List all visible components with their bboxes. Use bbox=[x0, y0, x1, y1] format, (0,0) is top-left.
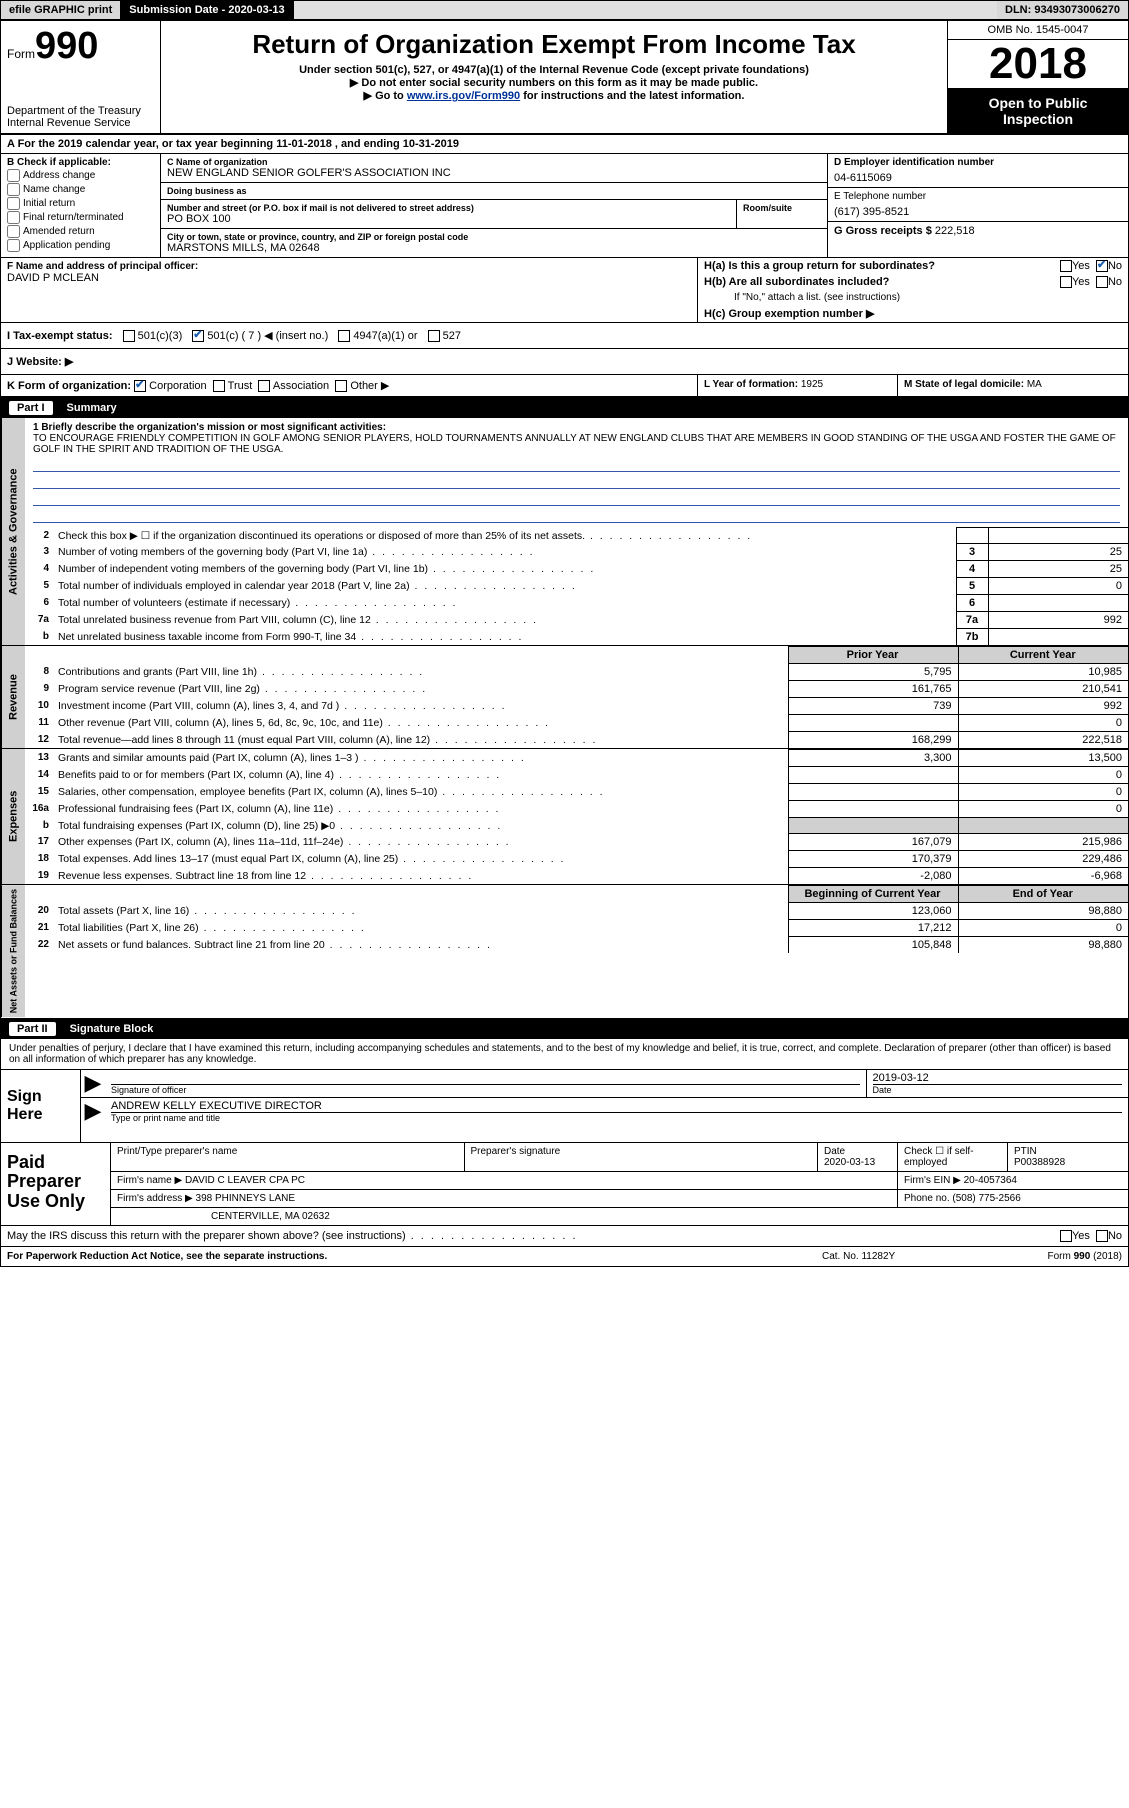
col-c-name-address: C Name of organization NEW ENGLAND SENIO… bbox=[161, 154, 828, 257]
subtitle-1: Under section 501(c), 527, or 4947(a)(1)… bbox=[167, 64, 941, 76]
chk-address-change[interactable]: Address change bbox=[7, 169, 154, 182]
part1-bar: Part I Summary bbox=[1, 398, 1128, 418]
page-footer: For Paperwork Reduction Act Notice, see … bbox=[1, 1247, 1128, 1266]
arrow-icon: ▶ bbox=[81, 1070, 105, 1097]
chk-name-change[interactable]: Name change bbox=[7, 183, 154, 196]
tax-exempt-status: I Tax-exempt status: 501(c)(3) 501(c) ( … bbox=[1, 323, 1128, 349]
netassets-table: Beginning of Current Year End of Year20 … bbox=[25, 885, 1128, 953]
form-title: Return of Organization Exempt From Incom… bbox=[167, 29, 941, 60]
website-row: J Website: ▶ bbox=[1, 349, 1128, 375]
firm-address: 398 PHINNEYS LANE bbox=[196, 1193, 296, 1204]
mission-text: TO ENCOURAGE FRIENDLY COMPETITION IN GOL… bbox=[33, 433, 1120, 455]
gross-receipts: 222,518 bbox=[935, 225, 975, 237]
arrow-icon: ▶ bbox=[81, 1098, 105, 1125]
org-street: PO BOX 100 bbox=[167, 213, 730, 225]
sign-date: 2019-03-12 bbox=[873, 1072, 1123, 1084]
col-de: D Employer identification number 04-6115… bbox=[828, 154, 1128, 257]
principal-officer: DAVID P MCLEAN bbox=[7, 272, 691, 284]
irs-discuss-row: May the IRS discuss this return with the… bbox=[1, 1226, 1128, 1247]
subtitle-3: ▶ Go to www.irs.gov/Form990 for instruct… bbox=[167, 89, 941, 102]
phone: (617) 395-8521 bbox=[834, 202, 1122, 218]
efile-label[interactable]: efile GRAPHIC print bbox=[1, 1, 121, 19]
hb-yesno: Yes No bbox=[1060, 276, 1122, 288]
chk-initial-return[interactable]: Initial return bbox=[7, 197, 154, 210]
activities-table: 2 Check this box ▶ ☐ if the organization… bbox=[25, 527, 1128, 645]
row-klm: K Form of organization: Corporation Trus… bbox=[1, 375, 1128, 398]
ha-yesno: Yes No bbox=[1060, 260, 1122, 272]
chk-app-pending[interactable]: Application pending bbox=[7, 239, 154, 252]
ein: 04-6115069 bbox=[834, 168, 1122, 184]
top-toolbar: efile GRAPHIC print Submission Date - 20… bbox=[0, 0, 1129, 20]
dln: DLN: 93493073006270 bbox=[997, 1, 1128, 19]
tax-year: 2018 bbox=[948, 40, 1128, 89]
section-activities: Activities & Governance 1 Briefly descri… bbox=[1, 418, 1128, 646]
mission-label: 1 Briefly describe the organization's mi… bbox=[33, 422, 1120, 433]
part2-bar: Part II Signature Block bbox=[1, 1019, 1128, 1039]
officer-name: ANDREW KELLY EXECUTIVE DIRECTOR bbox=[111, 1100, 1122, 1112]
form-number: Form990 bbox=[7, 25, 154, 68]
row-fgh: F Name and address of principal officer:… bbox=[1, 258, 1128, 323]
row-a-tax-year: A For the 2019 calendar year, or tax yea… bbox=[1, 135, 1128, 154]
department: Department of the Treasury Internal Reve… bbox=[7, 105, 154, 129]
paid-preparer-block: Paid Preparer Use Only Print/Type prepar… bbox=[1, 1143, 1128, 1226]
sign-here-block: Sign Here ▶ Signature of officer 2019-03… bbox=[1, 1070, 1128, 1143]
subtitle-2: ▶ Do not enter social security numbers o… bbox=[167, 76, 941, 89]
revenue-table: Prior Year Current Year8 Contributions a… bbox=[25, 646, 1128, 748]
form-container: Form990 Department of the Treasury Inter… bbox=[0, 20, 1129, 1267]
signature-declaration: Under penalties of perjury, I declare th… bbox=[1, 1039, 1128, 1070]
col-b-checkboxes: B Check if applicable: Address change Na… bbox=[1, 154, 161, 257]
submission-date: Submission Date - 2020-03-13 bbox=[121, 1, 293, 19]
omb-number: OMB No. 1545-0047 bbox=[948, 21, 1128, 40]
section-netassets: Net Assets or Fund Balances Beginning of… bbox=[1, 885, 1128, 1018]
org-name: NEW ENGLAND SENIOR GOLFER'S ASSOCIATION … bbox=[167, 167, 821, 179]
instructions-link[interactable]: www.irs.gov/Form990 bbox=[407, 90, 520, 102]
section-revenue: Revenue Prior Year Current Year8 Contrib… bbox=[1, 646, 1128, 749]
entity-info-grid: B Check if applicable: Address change Na… bbox=[1, 154, 1128, 258]
form-header: Form990 Department of the Treasury Inter… bbox=[1, 21, 1128, 135]
section-expenses: Expenses 13 Grants and similar amounts p… bbox=[1, 749, 1128, 885]
open-public: Open to Public Inspection bbox=[948, 89, 1128, 133]
org-city: MARSTONS MILLS, MA 02648 bbox=[167, 242, 821, 254]
chk-amended[interactable]: Amended return bbox=[7, 225, 154, 238]
firm-name: DAVID C LEAVER CPA PC bbox=[185, 1175, 305, 1186]
chk-final-return[interactable]: Final return/terminated bbox=[7, 211, 154, 224]
expenses-table: 13 Grants and similar amounts paid (Part… bbox=[25, 749, 1128, 884]
